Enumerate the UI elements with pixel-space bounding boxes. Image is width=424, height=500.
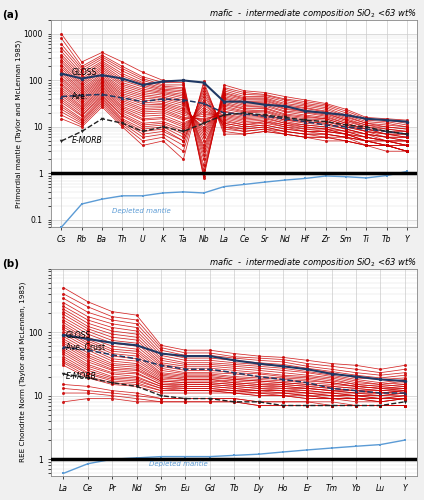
Text: Depleted mantle: Depleted mantle xyxy=(149,461,208,467)
Y-axis label: Primordial mantle (Taylor and McLennan 1985): Primordial mantle (Taylor and McLennan 1… xyxy=(15,40,22,207)
Text: E-MORB: E-MORB xyxy=(72,136,102,145)
Text: (a): (a) xyxy=(2,10,19,20)
Text: GLOSS: GLOSS xyxy=(66,330,91,340)
Text: GLOSS: GLOSS xyxy=(72,68,97,77)
Y-axis label: REE Chondrite Norm (Taylor and McLennan, 1985): REE Chondrite Norm (Taylor and McLennan,… xyxy=(20,282,26,463)
Text: E-MORB: E-MORB xyxy=(66,372,97,382)
Text: Ave. Crust: Ave. Crust xyxy=(66,343,105,352)
Text: Depleted mantle: Depleted mantle xyxy=(112,208,171,214)
Text: Ave.: Ave. xyxy=(72,92,88,101)
Text: mafic  -  intermediate composition SiO$_2$ <63 wt%: mafic - intermediate composition SiO$_2$… xyxy=(209,7,417,20)
Text: mafic  -  intermediate composition SiO$_2$ <63 wt%: mafic - intermediate composition SiO$_2$… xyxy=(209,256,417,268)
Text: (b): (b) xyxy=(2,258,19,268)
